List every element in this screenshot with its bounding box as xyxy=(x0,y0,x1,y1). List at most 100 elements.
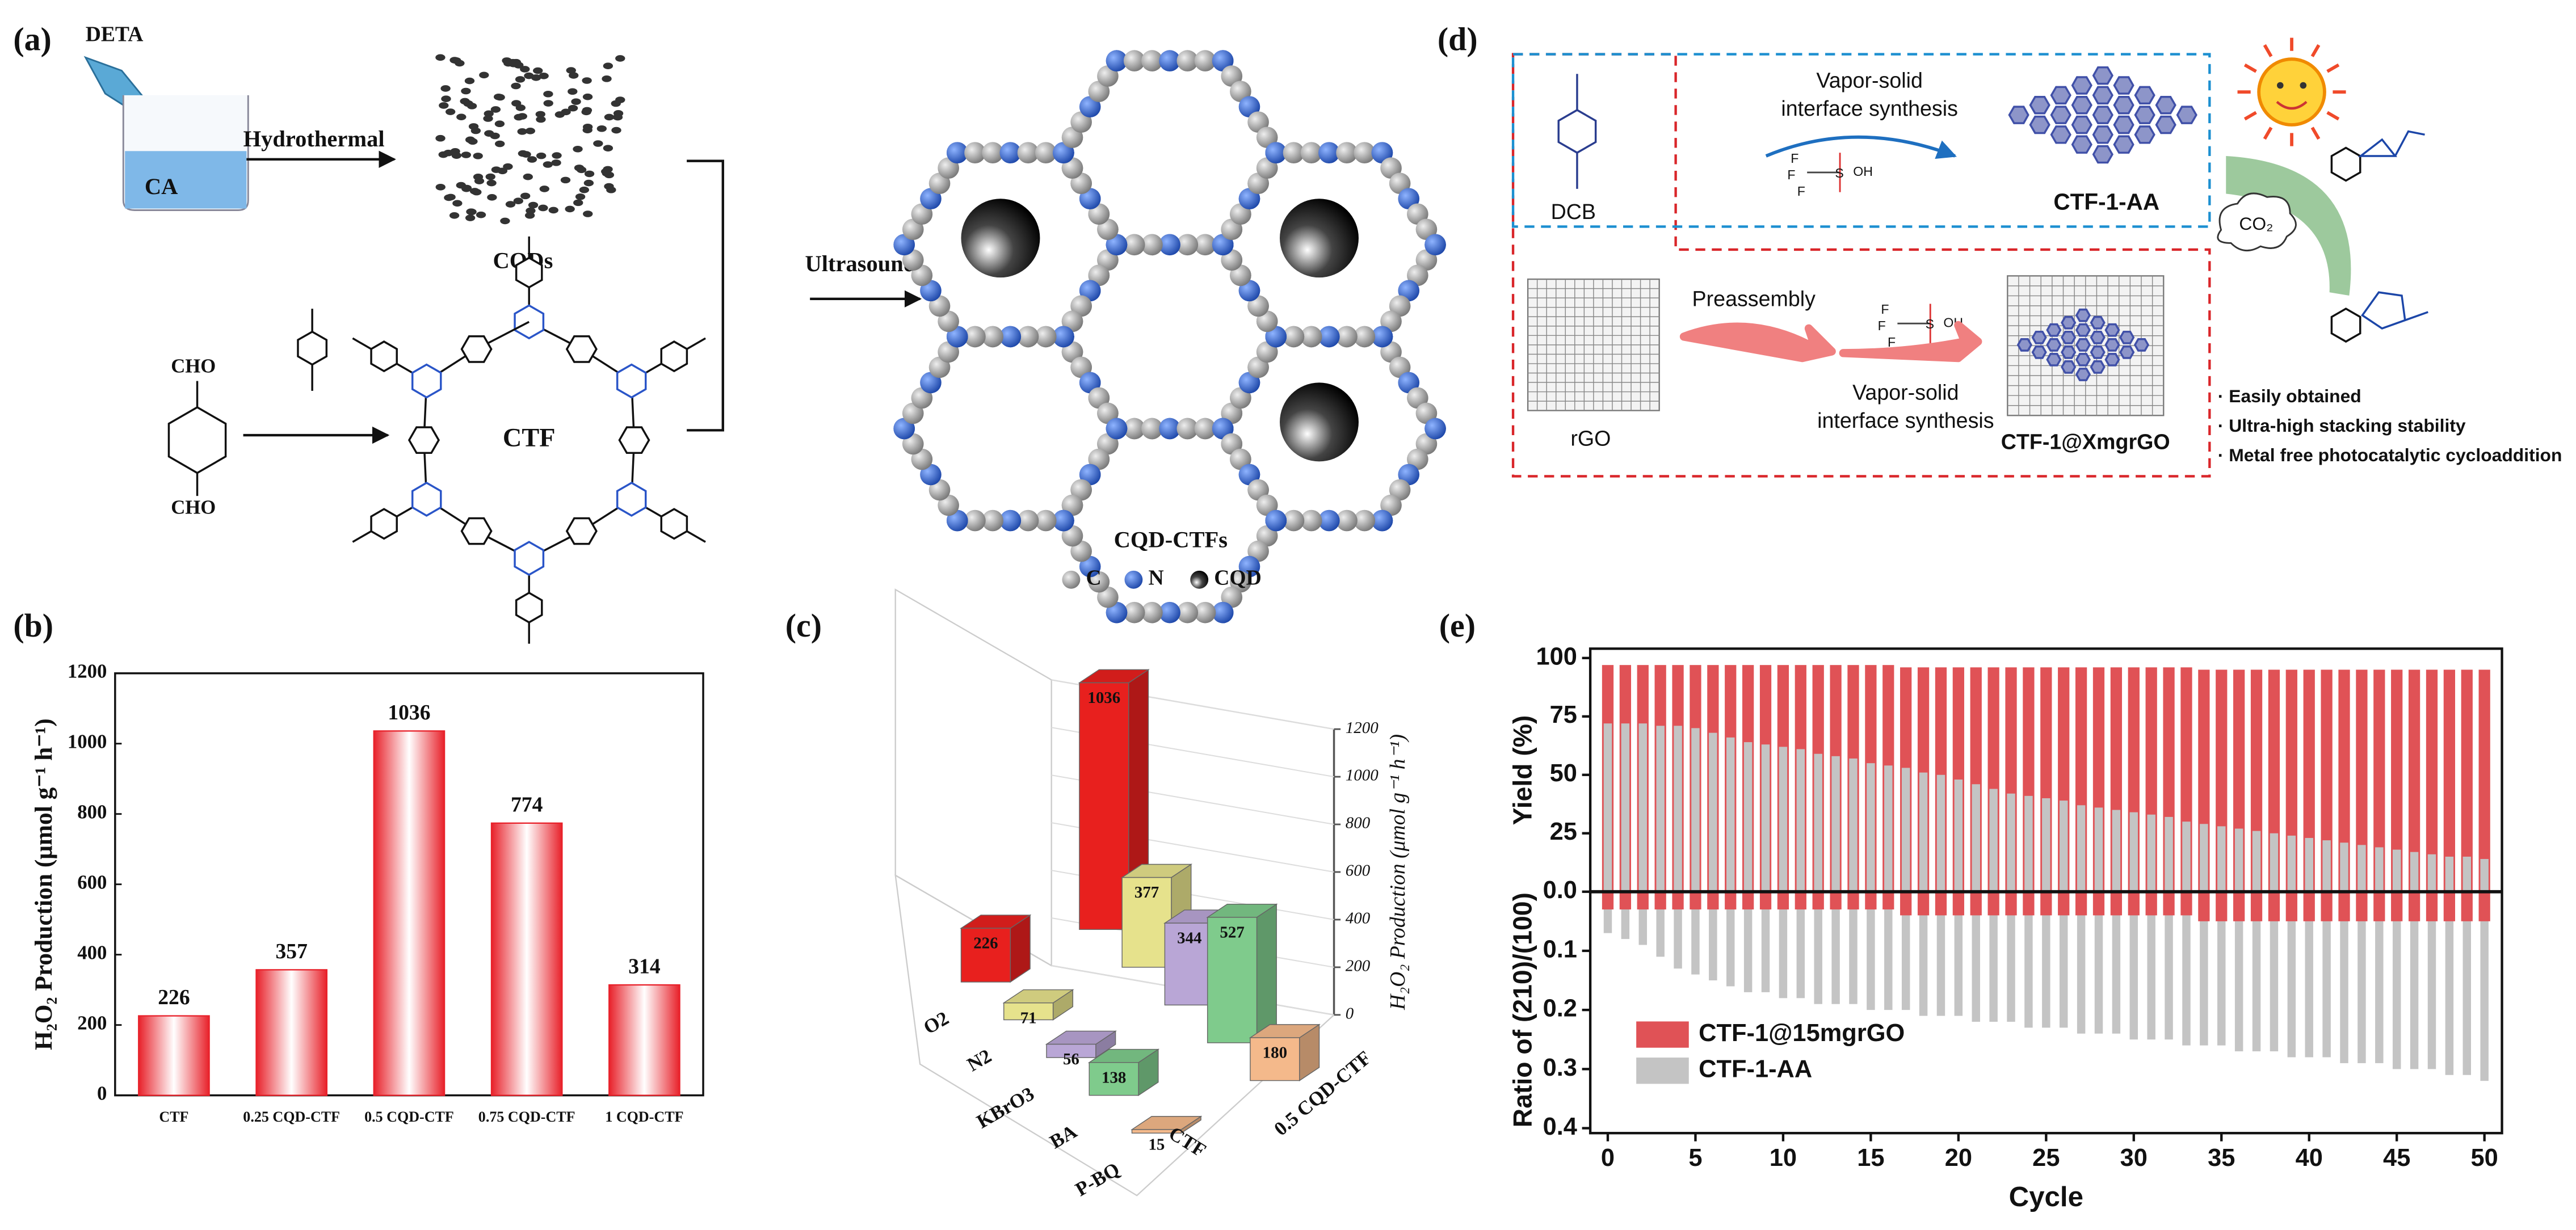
quantum-dot xyxy=(581,108,591,116)
ctf-cell xyxy=(2071,115,2092,134)
bar xyxy=(1779,747,1788,892)
bar xyxy=(2391,891,2403,921)
bar xyxy=(2443,891,2456,921)
bar xyxy=(1691,728,1700,892)
bar xyxy=(1884,765,1893,892)
quantum-dot xyxy=(615,55,625,62)
bar xyxy=(2321,891,2333,921)
nitrogen-atom xyxy=(999,509,1022,532)
bar xyxy=(2338,891,2350,921)
bar xyxy=(2200,824,2208,892)
y2-axis-label: Ratio of (210)/(100) xyxy=(1508,892,1537,1127)
ctf-cell xyxy=(2016,338,2032,352)
carbon-atom xyxy=(982,509,1003,532)
ctf-cell xyxy=(2104,353,2120,367)
bar xyxy=(1121,877,1172,968)
ctf-cell xyxy=(2134,125,2155,144)
bar xyxy=(2145,891,2157,916)
ctf-cell xyxy=(2090,330,2106,344)
carbon-atom xyxy=(1354,326,1376,348)
bar xyxy=(2410,852,2419,892)
quantum-dot xyxy=(561,108,571,116)
quantum-dot xyxy=(495,94,505,101)
bar-3d: 15 xyxy=(1131,1115,1203,1154)
z-tick-label: 800 xyxy=(1346,814,1371,832)
bar xyxy=(2303,669,2315,892)
phenyl xyxy=(660,508,688,540)
cloud xyxy=(2217,192,2297,251)
quantum-dot xyxy=(465,214,476,221)
x-axis-label: Cycle xyxy=(2009,1181,2083,1212)
y-axis-label: Yield (%) xyxy=(1508,715,1537,825)
bar xyxy=(2373,669,2385,892)
legend-swatch xyxy=(1062,570,1081,589)
quantum-dot xyxy=(476,211,486,218)
triazine xyxy=(616,481,647,517)
bar xyxy=(1831,891,1840,1004)
bar xyxy=(2216,891,2228,921)
bar xyxy=(2356,891,2368,921)
bar xyxy=(2165,816,2173,892)
sun-eye xyxy=(2277,82,2284,89)
bar xyxy=(2305,837,2313,892)
phenyl xyxy=(370,340,398,373)
panel-label: (e) xyxy=(1439,607,1476,644)
atom: S xyxy=(1835,166,1843,180)
bar xyxy=(1936,774,1945,892)
quantum-dot xyxy=(604,113,615,121)
blue-dashed-box xyxy=(1511,53,2211,228)
atom: F xyxy=(1791,151,1798,166)
carbon-atom xyxy=(1141,234,1163,256)
bar xyxy=(2462,856,2472,892)
quantum-dot xyxy=(468,138,478,145)
ctf-cell xyxy=(2113,96,2134,115)
quantum-dot xyxy=(486,179,497,187)
product: CQD-CTFs xyxy=(1114,526,1228,552)
z-tick-label: 0 xyxy=(1346,1004,1354,1022)
carbon-atom xyxy=(1194,418,1216,440)
phenyl xyxy=(618,426,650,454)
value-label: 357 xyxy=(275,940,307,963)
atom: F xyxy=(1881,302,1889,317)
quantum-dot xyxy=(495,140,505,148)
bar xyxy=(1814,891,1822,1004)
nitrogen-atom xyxy=(1424,418,1446,440)
quantum-dot xyxy=(582,77,592,84)
bar xyxy=(2058,891,2070,916)
bar xyxy=(1952,891,1964,916)
phenyl xyxy=(407,426,440,454)
ctf-cell xyxy=(2155,96,2176,115)
category-label: O2 xyxy=(919,1007,952,1039)
ctf-cell xyxy=(2050,125,2071,144)
value-label: 226 xyxy=(158,985,190,1009)
value-label: 377 xyxy=(1134,883,1159,902)
bar xyxy=(2443,669,2456,892)
quantum-dot xyxy=(461,87,471,95)
bar xyxy=(1777,891,1789,909)
bar xyxy=(2077,891,2086,1034)
step: Hydrothermal xyxy=(243,126,385,151)
quantum-dot xyxy=(560,176,571,184)
y-tick-label: 800 xyxy=(77,801,107,823)
group: CHO xyxy=(171,496,216,518)
bar xyxy=(2007,891,2015,1022)
x-tick-label: 40 xyxy=(2296,1144,2323,1172)
sun-ray xyxy=(2326,63,2340,73)
bar xyxy=(1674,891,1682,969)
bar xyxy=(2163,891,2175,916)
atom: OH xyxy=(1853,164,1873,179)
bar xyxy=(2217,891,2226,1046)
quantum-dot xyxy=(452,200,463,207)
nitrogen-atom xyxy=(946,142,968,164)
quantum-dot xyxy=(451,152,462,159)
bar xyxy=(2040,891,2052,916)
quantum-dot xyxy=(520,66,530,73)
carbon-atom xyxy=(1035,509,1057,532)
x-tick-label: 0.75 CQD-CTF xyxy=(478,1109,575,1125)
ctf-cell xyxy=(2046,353,2062,367)
framework: CTF xyxy=(503,423,556,452)
quantum-dot xyxy=(461,185,472,192)
bar xyxy=(1989,789,1998,892)
value-label: 138 xyxy=(1102,1068,1126,1086)
bar xyxy=(490,822,563,1096)
